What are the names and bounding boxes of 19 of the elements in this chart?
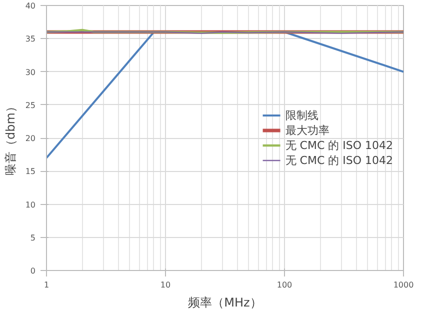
y-tick-label: 35: [25, 34, 36, 44]
x-tick-label: 1: [44, 280, 50, 290]
y-tick-label: 5: [30, 233, 36, 242]
legend-label: 最大功率: [285, 122, 330, 138]
y-tick-label: 30: [25, 68, 36, 77]
y-tick-label: 10: [25, 200, 36, 210]
y-tick-label: 40: [25, 2, 36, 10]
x-axis-title: 频率（MHz）: [188, 296, 262, 310]
legend-label: 无 CMC 的 ISO 1042: [285, 152, 393, 168]
y-tick-label: 25: [25, 100, 36, 110]
x-tick-label: 10: [160, 280, 171, 290]
y-tick-label: 15: [25, 167, 36, 176]
y-tick-label: 20: [25, 134, 36, 143]
y-axis-title: 噪音（dbm）: [3, 100, 18, 176]
legend-label: 无 CMC 的 ISO 1042: [285, 138, 393, 152]
x-tick-label: 1000: [393, 280, 414, 290]
y-tick-label: 0: [30, 266, 36, 276]
x-tick-label: 100: [276, 280, 292, 290]
legend-label: 限制线: [285, 108, 318, 122]
